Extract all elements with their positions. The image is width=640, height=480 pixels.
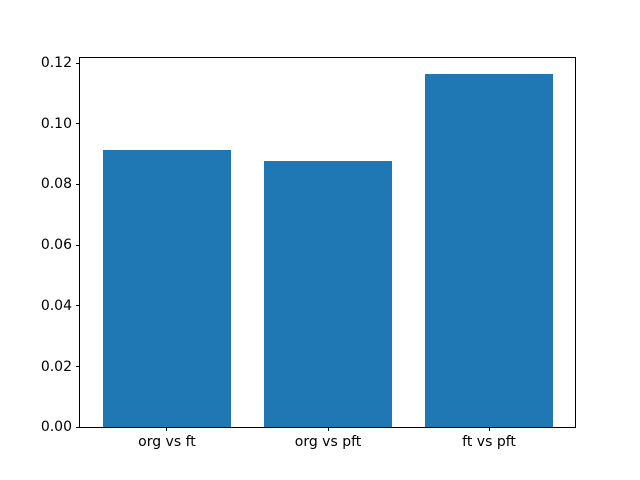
y-tick-label: 0.06 [40, 237, 72, 254]
y-tick-mark [76, 183, 80, 185]
x-tick-mark [488, 427, 490, 432]
y-tick-mark [76, 244, 80, 246]
y-tick-mark [76, 305, 80, 307]
x-tick-label: org vs pft [294, 434, 362, 451]
y-tick-mark [76, 366, 80, 367]
y-tick-label: 0.08 [40, 176, 72, 193]
y-tick-label: 0.10 [40, 115, 72, 132]
y-tick-mark [76, 426, 80, 428]
y-tick-mark [76, 123, 80, 125]
x-tick-label: ft vs pft [462, 434, 516, 451]
y-tick-label: 0.00 [40, 419, 72, 436]
bar [424, 74, 554, 428]
y-tick-label: 0.04 [40, 297, 72, 314]
y-tick-mark [76, 62, 80, 64]
y-tick-label: 0.12 [40, 55, 72, 72]
x-tick-mark [327, 427, 329, 432]
x-tick-mark [166, 427, 168, 432]
y-tick-label: 0.02 [40, 358, 72, 375]
bar [263, 161, 393, 428]
bar [102, 149, 232, 428]
plot-area [79, 57, 576, 428]
x-tick-label: org vs ft [138, 434, 196, 451]
